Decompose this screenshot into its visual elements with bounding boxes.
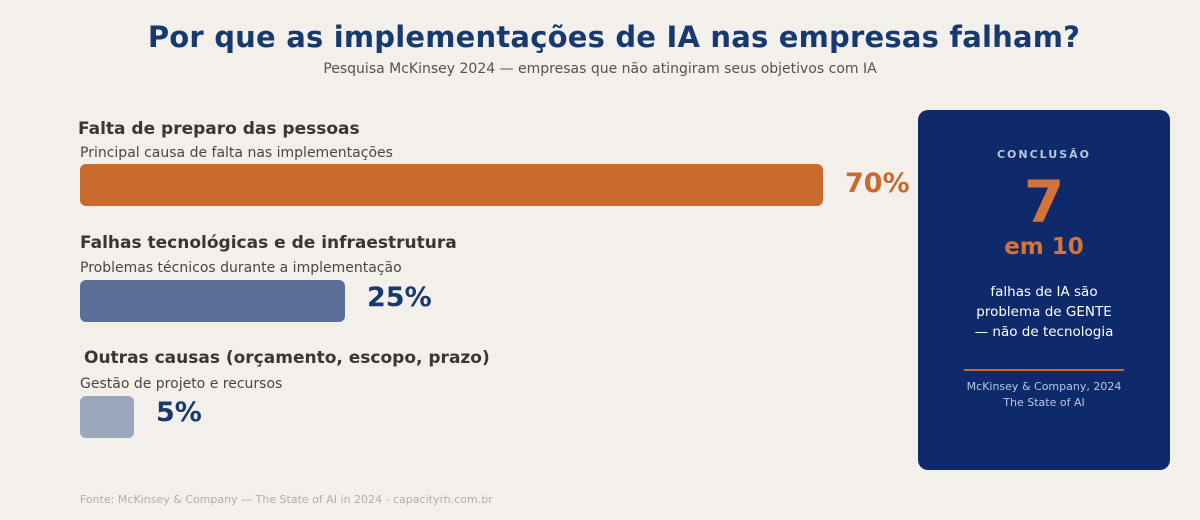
category-description-2: Problemas técnicos durante a implementaç… <box>80 260 402 276</box>
category-description-3: Gestão de projeto e recursos <box>80 376 283 392</box>
category-label-1: Falta de preparo das pessoas <box>78 119 360 139</box>
conclusion-sub: em 10 <box>1004 234 1084 260</box>
conclusion-panel: CONCLUSÃO 7 em 10 falhas de IA são probl… <box>918 110 1170 470</box>
category-description-1: Principal causa de falta nas implementaç… <box>80 145 393 161</box>
category-label-3: Outras causas (orçamento, escopo, prazo) <box>84 348 490 368</box>
chart-title: Por que as implementações de IA nas empr… <box>147 20 1081 54</box>
chart-subtitle: Pesquisa McKinsey 2024 — empresas que nã… <box>323 61 877 77</box>
bar-technology <box>80 280 345 322</box>
footer-source: Fonte: McKinsey & Company — The State of… <box>80 493 493 506</box>
conclusion-source: McKinsey & Company, 2024 The State of AI <box>918 379 1170 411</box>
bar-other <box>80 396 134 438</box>
value-label-2: 25% <box>367 282 432 313</box>
conclusion-label: CONCLUSÃO <box>996 148 1092 161</box>
bar-people <box>80 164 823 206</box>
conclusion-source-line1: McKinsey & Company, 2024 <box>966 380 1122 393</box>
value-label-1: 70% <box>845 168 910 199</box>
conclusion-source-line2: The State of AI <box>1003 396 1085 409</box>
conclusion-divider <box>964 369 1124 371</box>
category-label-2: Falhas tecnológicas e de infraestrutura <box>80 233 457 253</box>
conclusion-big-number: 7 <box>1023 168 1065 236</box>
value-label-3: 5% <box>156 397 202 428</box>
conclusion-text: falhas de IA são problema de GENTE — não… <box>974 284 1114 340</box>
